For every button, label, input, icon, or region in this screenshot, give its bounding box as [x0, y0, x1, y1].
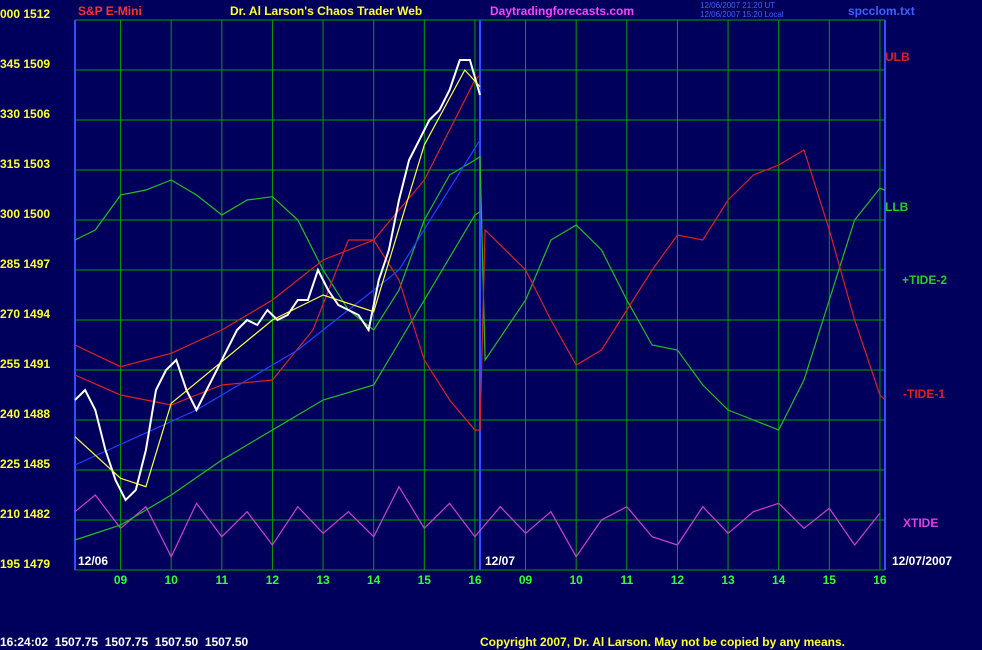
series-line — [74, 68, 481, 488]
timestamp: 12/06/2007 21:20 UT — [700, 1, 775, 10]
series-line — [74, 211, 481, 541]
x-tick-label: 11 — [215, 573, 228, 587]
y-tick-label: 210 1482 — [0, 507, 50, 521]
y-tick-label: 255 1491 — [0, 357, 50, 371]
timestamp: 12/06/2007 15:20 Local — [700, 10, 784, 19]
series-line — [74, 485, 881, 559]
x-tick-label: 16 — [873, 573, 887, 587]
series-line — [74, 74, 481, 368]
x-tick-label: 15 — [418, 573, 432, 587]
x-tick-label: 10 — [570, 573, 584, 587]
y-tick-label: 240 1488 — [0, 407, 50, 421]
x-tick-label: 14 — [772, 573, 786, 587]
chart-title: Dr. Al Larson's Chaos Trader Web — [230, 4, 422, 18]
symbol: S&P E-Mini — [78, 4, 142, 18]
y-tick-label: 345 1509 — [0, 57, 50, 71]
series-label: ULB — [885, 50, 910, 64]
status: 16:24:02 1507.75 1507.75 1507.50 1507.50 — [0, 635, 249, 649]
x-tick-label: 14 — [367, 573, 381, 587]
x-tick-label: 10 — [165, 573, 179, 587]
x-tick-label: 09 — [519, 573, 533, 587]
y-tick-label: 315 1503 — [0, 157, 50, 171]
series-label: XTIDE — [903, 516, 938, 530]
x-tick-label: 12 — [671, 573, 685, 587]
y-tick-label: 195 1479 — [0, 557, 50, 571]
series-label: +TIDE-2 — [902, 273, 947, 287]
x-tick-label: 13 — [721, 573, 735, 587]
series-line — [74, 155, 886, 431]
y-tick-label: 225 1485 — [0, 457, 50, 471]
x-tick-label: 11 — [620, 573, 633, 587]
series-line — [74, 139, 481, 466]
series-line — [74, 149, 886, 431]
y-tick-label: 300 1500 — [0, 207, 50, 221]
series-label: -TIDE-1 — [903, 387, 945, 401]
day-label: 12/07/2007 — [892, 554, 952, 568]
y-tick-label: 270 1494 — [0, 307, 50, 321]
series-line — [74, 59, 481, 502]
file-name: spcclom.txt — [848, 4, 915, 18]
x-tick-label: 15 — [823, 573, 837, 587]
x-tick-label: 13 — [316, 573, 330, 587]
day-label: 12/06 — [78, 554, 108, 568]
day-label: 12/07 — [485, 554, 515, 568]
x-tick-label: 16 — [468, 573, 482, 587]
y-tick-label: 330 1506 — [0, 107, 50, 121]
x-tick-label: 09 — [114, 573, 128, 587]
x-tick-label: 12 — [266, 573, 280, 587]
copyright: Copyright 2007, Dr. Al Larson. May not b… — [480, 635, 845, 649]
series-label: LLB — [885, 200, 909, 214]
y-tick-label: 285 1497 — [0, 257, 50, 271]
site: Daytradingforecasts.com — [490, 4, 634, 18]
y-tick-label: 000 1512 — [0, 7, 50, 21]
